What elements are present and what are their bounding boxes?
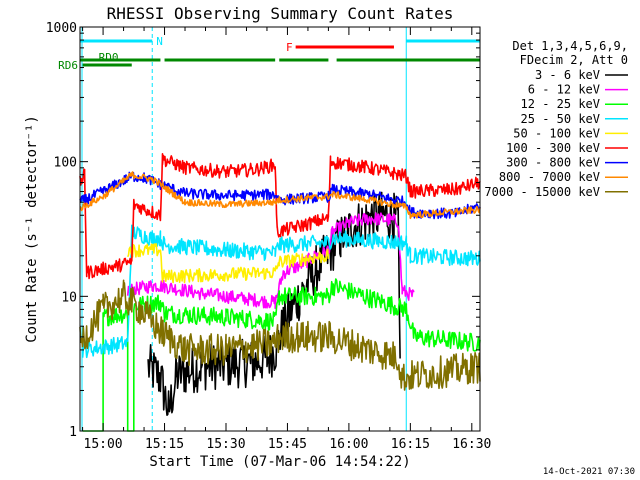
legend-label-7000-15000-kev: 7000 - 15000 keV: [484, 185, 600, 199]
x-tick-label: 16:00: [329, 437, 368, 452]
y-tick-label: 10: [61, 290, 77, 305]
legend-label-6-12-kev: 6 - 12 keV: [528, 83, 600, 97]
legend-header-line-2: FDecim 2, Att 0: [520, 53, 628, 67]
legend: Det 1,3,4,5,6,9, FDecim 2, Att 0 3 - 6 k…: [484, 39, 628, 199]
x-tick-label: 15:00: [84, 437, 123, 452]
timestamp: 14-Oct-2021 07:30: [543, 467, 635, 477]
x-tick-label: 16:15: [391, 437, 430, 452]
plot-frame: [79, 26, 481, 432]
x-axis-label: Start Time (07-Mar-06 14:54:22): [149, 454, 410, 470]
y-tick-label: 1000: [46, 21, 77, 36]
x-tick-label: 15:45: [268, 437, 307, 452]
series-line-3-6-kev: [147, 191, 401, 416]
flag-label-rd0: RD0: [99, 51, 119, 64]
flag-label-n: N: [156, 35, 163, 48]
x-tick-label: 16:30: [452, 437, 491, 452]
series-line-12-25-kev: [82, 278, 481, 432]
legend-label-25-50-kev: 25 - 50 keV: [521, 112, 600, 126]
chart-title: RHESSI Observing Summary Count Rates: [107, 4, 454, 23]
series-line-6-12-kev: [126, 212, 415, 309]
legend-label-300-800-kev: 300 - 800 keV: [506, 156, 600, 170]
flag-label-rd6: RD6: [58, 59, 78, 72]
y-tick-label: 1: [69, 425, 77, 440]
series-layer: [79, 153, 481, 432]
legend-label-50-100-kev: 50 - 100 keV: [513, 126, 600, 140]
x-tick-label: 15:15: [145, 437, 184, 452]
legend-label-800-7000-kev: 800 - 7000 keV: [499, 170, 600, 184]
legend-label-12-25-kev: 12 - 25 keV: [521, 97, 600, 111]
legend-label-3-6-kev: 3 - 6 keV: [535, 68, 600, 82]
series-line-7000-15000-kev: [79, 279, 481, 391]
y-axis: 1 10 100 1000: [46, 21, 480, 440]
flag-label-f: F: [286, 41, 293, 54]
x-tick-label: 15:30: [206, 437, 245, 452]
series-line-100-300-kev: [79, 153, 481, 280]
legend-header-line-1: Det 1,3,4,5,6,9,: [512, 39, 628, 53]
y-axis-label: Count Rate (s⁻¹ detector⁻¹): [24, 115, 40, 343]
y-tick-label: 100: [54, 156, 77, 171]
legend-label-100-300-kev: 100 - 300 keV: [506, 141, 600, 155]
x-axis: 15:00 15:15 15:30 15:45 16:00 16:15 16:30: [82, 27, 491, 452]
series-line-800-7000-kev: [79, 171, 481, 220]
series-line-50-100-kev: [126, 243, 330, 284]
